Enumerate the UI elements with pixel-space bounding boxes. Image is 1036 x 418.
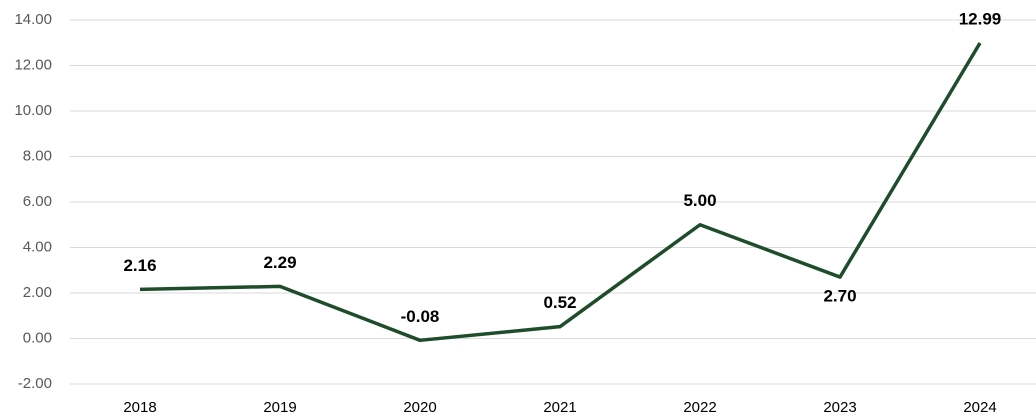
data-label: 12.99 (959, 9, 1002, 28)
y-tick-label: 10.00 (14, 102, 52, 119)
data-label: 2.16 (123, 256, 156, 275)
x-tick-label: 2018 (123, 399, 156, 416)
x-tick-label: 2024 (963, 399, 996, 416)
y-tick-label: 2.00 (23, 284, 52, 301)
data-label: 2.70 (823, 287, 856, 306)
data-label: -0.08 (401, 307, 440, 326)
line (139, 42, 982, 343)
x-tick-label: 2019 (263, 399, 296, 416)
y-tick-label: 8.00 (23, 147, 52, 164)
x-tick-label: 2022 (683, 399, 716, 416)
data-label: 2.29 (263, 253, 296, 272)
y-tick-label: 12.00 (14, 56, 52, 73)
y-tick-label: 14.00 (14, 11, 52, 28)
x-tick-label: 2023 (823, 399, 856, 416)
y-tick-label: 6.00 (23, 193, 52, 210)
data-label: 0.52 (543, 293, 576, 312)
x-tick-label: 2021 (543, 399, 576, 416)
data-label: 5.00 (683, 191, 716, 210)
y-tick-label: 0.00 (23, 329, 52, 346)
x-tick-label: 2020 (403, 399, 436, 416)
y-tick-label: 4.00 (23, 238, 52, 255)
y-tick-label: -2.00 (18, 375, 52, 392)
